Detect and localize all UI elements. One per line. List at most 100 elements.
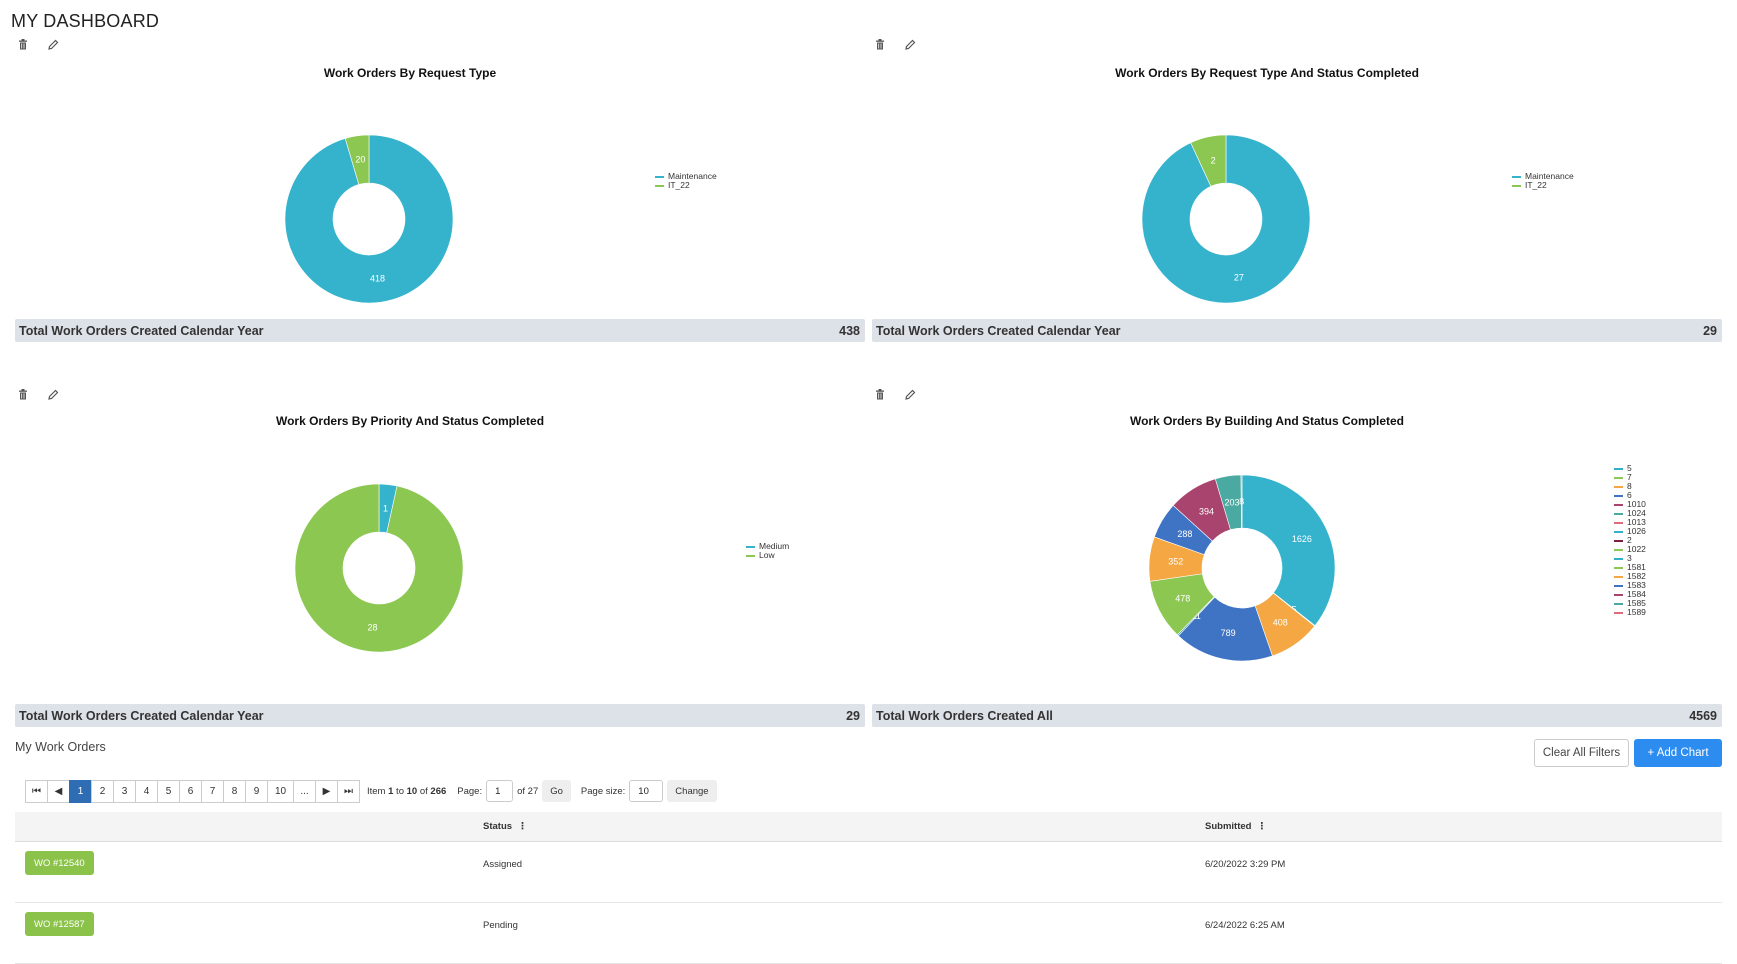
submitted-column-header[interactable]: Submitted ⋮ [1205, 821, 1267, 832]
donut-chart[interactable]: 418 20 [15, 36, 865, 356]
status-column-header[interactable]: Status ⋮ [483, 821, 527, 832]
legend-label: IT_22 [668, 180, 690, 190]
item-of-word: of [417, 785, 431, 797]
legend-label: 1585 [1627, 598, 1646, 608]
chart-panel-request-type-completed: Work Orders By Request Type And Status C… [872, 36, 1722, 366]
legend-item[interactable]: IT_22 [1512, 181, 1574, 190]
legend-item[interactable]: 1582 [1614, 572, 1646, 581]
page-input[interactable]: 1 [486, 780, 514, 802]
pencil-icon[interactable] [902, 386, 918, 402]
pencil-icon[interactable] [902, 36, 918, 52]
legend-item[interactable]: 1584 [1614, 590, 1646, 599]
slice-label: 789 [1221, 628, 1236, 638]
pencil-icon[interactable] [45, 36, 61, 52]
legend-swatch [655, 175, 664, 178]
chart-title: Work Orders By Priority And Status Compl… [275, 414, 545, 428]
legend-item[interactable]: Maintenance [1512, 172, 1574, 181]
work-orders-table: Status ⋮ Submitted ⋮ WO #12540 Assigned … [15, 812, 1722, 964]
legend-item[interactable]: IT_22 [655, 181, 717, 190]
page-button[interactable]: 3 [113, 779, 136, 803]
legend-item[interactable]: Maintenance [655, 172, 717, 181]
page-button[interactable]: ... [293, 779, 316, 803]
legend-item[interactable]: 1026 [1614, 527, 1646, 536]
donut-chart[interactable]: 16265408789114783522883942038 [872, 386, 1722, 706]
pencil-icon[interactable] [45, 386, 61, 402]
work-order-button[interactable]: WO #12587 [25, 912, 94, 936]
slice-label: 1626 [1292, 534, 1312, 544]
page-size-input[interactable]: 10 [629, 780, 664, 802]
legend-label: 1589 [1627, 607, 1646, 617]
trash-icon[interactable] [872, 36, 888, 52]
footer-value: 29 [846, 708, 860, 723]
page-button[interactable]: 2 [91, 779, 114, 803]
legend-item[interactable]: 1022 [1614, 545, 1646, 554]
item-to-word: to [393, 785, 407, 797]
trash-icon[interactable] [872, 386, 888, 402]
add-chart-button[interactable]: + Add Chart [1634, 739, 1722, 767]
page-button[interactable]: 7 [201, 779, 224, 803]
table-row[interactable]: WO #12587 Pending 6/24/2022 6:25 AM [15, 903, 1722, 964]
donut-chart[interactable]: 27 2 [872, 36, 1722, 356]
slice-label: 352 [1168, 556, 1183, 566]
legend-swatch [1614, 476, 1623, 479]
go-button[interactable]: Go [542, 780, 571, 802]
donut-slice[interactable] [1190, 134, 1227, 187]
footer-label: Total Work Orders Created Calendar Year [19, 323, 264, 338]
legend-item[interactable]: Medium [746, 542, 789, 551]
trash-icon[interactable] [15, 36, 31, 52]
trash-icon[interactable] [15, 386, 31, 402]
chart-toolbar [15, 386, 61, 404]
donut-slice[interactable] [1240, 474, 1243, 529]
legend-item[interactable]: 2 [1614, 536, 1646, 545]
page-button[interactable]: 10 [267, 779, 294, 803]
of-pages: of 27 [517, 785, 539, 797]
donut-slice[interactable] [344, 134, 370, 185]
slice-label: 2 [1211, 155, 1216, 165]
legend-item[interactable]: 1589 [1614, 608, 1646, 617]
legend-item[interactable]: 5 [1614, 464, 1646, 473]
clear-filters-button[interactable]: Clear All Filters [1534, 739, 1629, 767]
legend-item[interactable]: 1010 [1614, 500, 1646, 509]
change-button[interactable]: Change [667, 780, 717, 802]
legend-item[interactable]: 3 [1614, 554, 1646, 563]
work-order-button[interactable]: WO #12540 [25, 851, 94, 875]
submitted-header-label: Submitted [1205, 821, 1252, 832]
legend-swatch [1512, 184, 1521, 187]
page-button[interactable]: 1 [69, 779, 92, 803]
kebab-menu-icon[interactable]: ⋮ [1257, 821, 1267, 832]
page-button[interactable]: 8 [223, 779, 246, 803]
legend-item[interactable]: 1024 [1614, 509, 1646, 518]
page-button[interactable]: 4 [135, 779, 158, 803]
legend-item[interactable]: 1585 [1614, 599, 1646, 608]
legend-item[interactable]: 7 [1614, 473, 1646, 482]
donut-slice[interactable] [294, 483, 464, 653]
donut-slice[interactable] [1241, 474, 1336, 627]
legend-item[interactable]: Low [746, 551, 789, 560]
table-row[interactable]: WO #12540 Assigned 6/20/2022 3:29 PM [15, 842, 1722, 903]
next-page-icon[interactable]: ▶ [315, 779, 338, 803]
legend-item[interactable]: 1583 [1614, 581, 1646, 590]
prev-page-icon[interactable]: ◀ [47, 779, 70, 803]
donut-slice[interactable] [284, 134, 454, 304]
page-title: MY DASHBOARD [11, 11, 160, 31]
page-button[interactable]: 6 [179, 779, 202, 803]
last-page-icon[interactable]: ⏭ [337, 779, 360, 803]
legend-label: 8 [1627, 481, 1632, 491]
legend-item[interactable]: 1581 [1614, 563, 1646, 572]
page-button[interactable]: 9 [245, 779, 268, 803]
donut-chart[interactable]: 1 28 [15, 386, 865, 706]
status-cell: Assigned [483, 859, 523, 870]
slice-label: 1 [383, 503, 388, 513]
page-button[interactable]: 5 [157, 779, 180, 803]
legend-label: 1013 [1627, 517, 1646, 527]
legend-swatch [1614, 584, 1623, 587]
legend-swatch [1614, 521, 1623, 524]
first-page-icon[interactable]: ⏮ [25, 779, 48, 803]
legend-swatch [1512, 175, 1521, 178]
legend-item[interactable]: 6 [1614, 491, 1646, 500]
chart-panel-priority-completed: Work Orders By Priority And Status Compl… [15, 386, 865, 727]
legend-item[interactable]: 1013 [1614, 518, 1646, 527]
donut-slice[interactable] [1141, 134, 1311, 304]
legend-item[interactable]: 8 [1614, 482, 1646, 491]
kebab-menu-icon[interactable]: ⋮ [517, 821, 528, 832]
